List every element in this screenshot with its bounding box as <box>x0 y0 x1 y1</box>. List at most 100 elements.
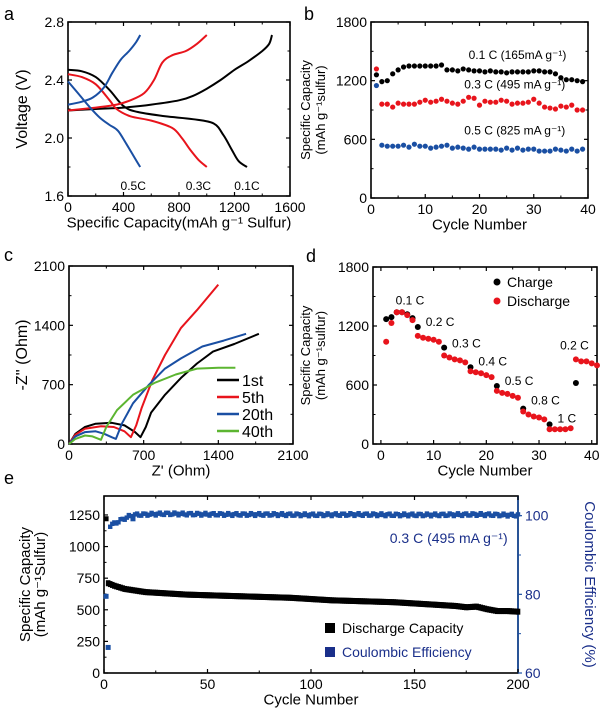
data-point-discharge <box>514 394 521 401</box>
data-point-0.3-C <box>455 101 461 107</box>
rate-annotation: 0.2 C <box>426 315 455 329</box>
series-annotation: 0.3 C (495 mA g⁻¹) <box>464 77 565 91</box>
legend-label: Discharge Capacity <box>342 620 463 636</box>
series-line-0.1c-charge <box>67 34 273 112</box>
series-line-0.5c-charge <box>67 34 142 106</box>
data-point-0.3-C <box>563 104 569 110</box>
data-point-0.1-C <box>384 78 390 84</box>
data-point-0.3-C <box>444 98 450 104</box>
data-point-discharge <box>467 368 474 375</box>
data-point-0.3-C <box>422 97 428 103</box>
data-point-0.3-C <box>579 107 586 113</box>
x-tick-label: 800 <box>167 199 191 215</box>
x-tick-label: 0 <box>100 676 108 692</box>
data-point-0.5-C <box>514 145 521 151</box>
data-point-0.5-C <box>504 145 510 151</box>
data-point-0.3-C <box>476 102 483 108</box>
y-axis-label: (mAh g⁻¹sulfur) <box>313 311 328 400</box>
y-tick-label: 1200 <box>336 73 367 89</box>
data-point-0.3-C <box>514 100 521 106</box>
data-point-0.3-C <box>547 105 553 111</box>
data-point-0.3-C <box>536 100 542 106</box>
legend-marker <box>325 623 335 633</box>
data-point-discharge <box>398 309 405 316</box>
curve-label: 0.1C <box>234 179 260 193</box>
series-annotation: 0.1 C (165mA g⁻¹) <box>469 48 567 62</box>
x-tick-label: 40 <box>580 201 596 217</box>
data-point-0.1-C <box>536 68 542 74</box>
ce-point <box>130 514 136 519</box>
x-tick-label: 1600 <box>274 199 305 215</box>
data-point-discharge <box>588 360 595 367</box>
x-tick-label: 2100 <box>277 447 308 463</box>
data-point-0.1-C <box>487 68 493 74</box>
panel-label-a: a <box>4 4 15 24</box>
y-tick-label: 1.6 <box>45 188 65 204</box>
data-point-0.3-C <box>433 98 439 104</box>
x-tick-label: 100 <box>299 676 323 692</box>
data-point-discharge <box>488 374 495 381</box>
data-point-0.3-C <box>449 100 455 106</box>
data-point-0.1-C <box>558 75 564 81</box>
x-tick-label: 0 <box>377 447 385 463</box>
legend-marker <box>493 278 501 286</box>
y-tick-label: 2.8 <box>45 14 65 30</box>
data-point-discharge <box>425 335 432 342</box>
data-point-0.5-C <box>444 142 450 148</box>
data-point-0.1-C <box>547 69 553 75</box>
data-point-0.5-C <box>411 141 417 147</box>
x-tick-label: 40 <box>584 447 600 463</box>
data-point-discharge <box>562 426 569 433</box>
panel-a: 0 400 800 1200 1600 1.6 2.0 2.4 2.8 Specific Capa… <box>14 14 306 231</box>
data-point-discharge <box>520 408 527 415</box>
data-point-0.5-C <box>400 142 407 148</box>
y-axis-label: -Z'' (Ohm) <box>14 320 31 391</box>
data-point-0.1-C <box>411 63 417 69</box>
data-point-discharge <box>446 354 453 361</box>
data-point-charge <box>572 380 579 387</box>
ce-point <box>103 593 109 599</box>
x-tick-label: 10 <box>426 447 442 463</box>
data-point-0.5-C <box>406 144 412 150</box>
y-tick-label: 2100 <box>34 258 65 274</box>
data-point-0.1-C <box>417 63 423 69</box>
data-point-0.5-C <box>373 82 380 89</box>
ce-point <box>515 512 521 517</box>
discharge-point <box>515 608 521 615</box>
data-point-0.3-C <box>509 101 515 107</box>
ce-point <box>124 515 129 520</box>
x-tick-label: 1200 <box>219 199 250 215</box>
data-point-0.3-C <box>406 101 412 107</box>
data-point-0.1-C <box>400 64 407 70</box>
y-tick-label: 1000 <box>69 539 100 555</box>
data-point-0.1-C <box>373 72 380 78</box>
data-point-0.5-C <box>493 146 499 152</box>
data-point-charge <box>493 382 500 389</box>
data-point-0.1-C <box>504 70 510 76</box>
panel-label-b: b <box>304 4 314 24</box>
x-tick-label: 0 <box>65 447 73 463</box>
data-point-0.3-C <box>395 100 401 106</box>
right-y-axis-label: Coulombic Efficiency (%) <box>581 501 598 667</box>
x-axis-label: Z' (Ohm) <box>152 463 211 480</box>
data-point-0.3-C <box>471 95 477 101</box>
data-point-0.5-C <box>471 144 477 150</box>
y-axis-label: (mAh g⁻¹Sulfur) <box>32 532 49 637</box>
data-point-0.1-C <box>525 69 531 75</box>
data-point-0.5-C <box>466 146 472 152</box>
data-point-0.3-C <box>542 104 548 110</box>
legend-label: 20th <box>242 407 273 424</box>
panel-c: 0 700 1400 2100 0 700 1400 2100 Z' (Ohm) -Z'' (Oh… <box>14 258 309 479</box>
data-point-0.3-C <box>493 99 499 105</box>
data-point-0.5-C <box>422 143 428 149</box>
x-tick-label: 400 <box>112 199 136 215</box>
data-point-discharge <box>551 426 558 433</box>
data-point-discharge <box>504 390 511 397</box>
data-point-discharge <box>430 336 437 343</box>
data-point-0.5-C <box>569 146 575 152</box>
legend-marker <box>325 647 335 657</box>
data-point-0.1-C <box>438 62 445 68</box>
data-point-discharge <box>572 356 579 363</box>
data-point-discharge <box>404 312 411 319</box>
panel-d: 0 10 20 30 40 0 600 1200 1800 Cycle Number Specifi… <box>298 259 600 480</box>
